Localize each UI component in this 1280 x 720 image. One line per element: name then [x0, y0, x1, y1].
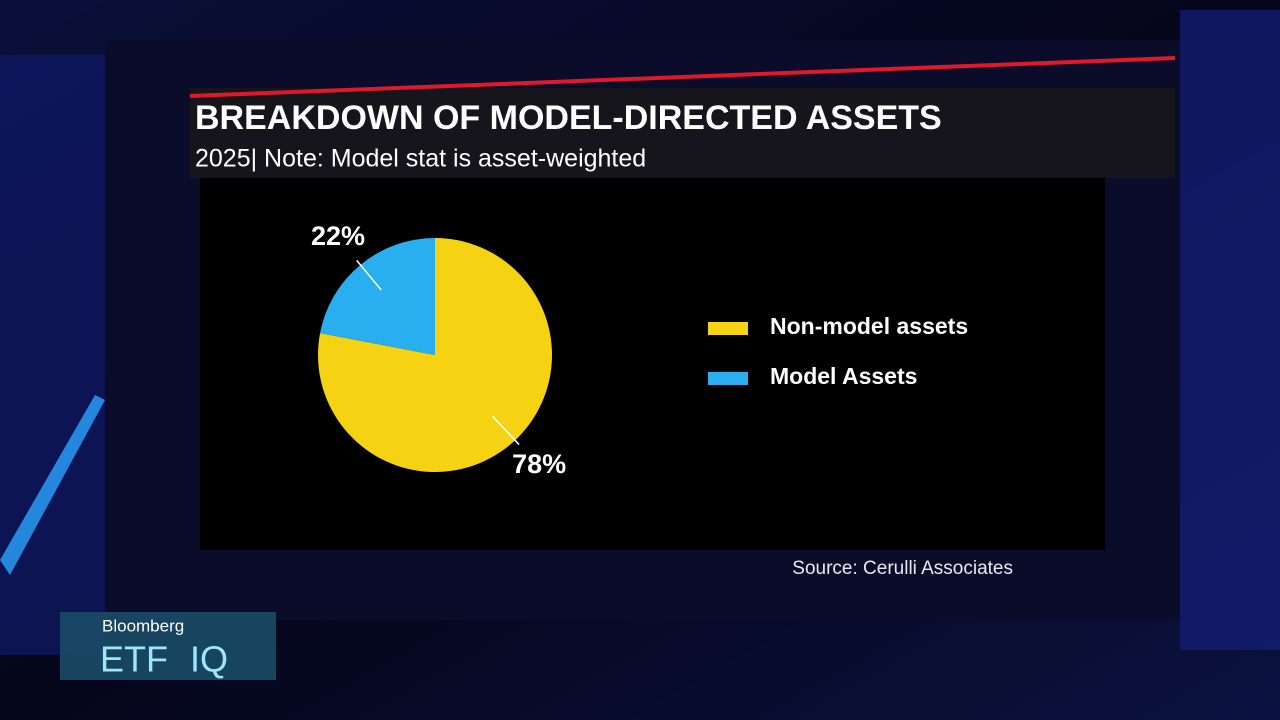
- chart-subtitle: 2025| Note: Model stat is asset-weighted: [195, 145, 646, 173]
- legend-label: Model Assets: [770, 363, 917, 389]
- legend-swatch: [708, 372, 748, 385]
- data-label: 78%: [512, 449, 566, 479]
- show-suffix: IQ: [190, 639, 228, 680]
- leader-line: [492, 415, 520, 446]
- decor-stripe: [0, 395, 105, 575]
- data-label: 22%: [311, 221, 365, 251]
- title-rule: [189, 56, 1176, 98]
- network-name: Bloomberg: [102, 616, 184, 635]
- title-bar: [190, 88, 1175, 178]
- pie-slice: [320, 238, 435, 355]
- side-panel: [1180, 10, 1280, 650]
- pie-slice: [318, 238, 553, 473]
- source-note: Source: Cerulli Associates: [792, 558, 1013, 579]
- side-panel: [0, 55, 105, 655]
- legend-label: Non-model assets: [770, 313, 968, 339]
- leader-line: [356, 259, 382, 291]
- show-name: ETF: [100, 639, 168, 680]
- pie-chart: 78% 22% Non-model assets Model Assets: [311, 221, 968, 479]
- legend-swatch: [708, 322, 748, 335]
- logo-box: [60, 612, 276, 680]
- chart-title: BREAKDOWN OF MODEL-DIRECTED ASSETS: [195, 99, 942, 137]
